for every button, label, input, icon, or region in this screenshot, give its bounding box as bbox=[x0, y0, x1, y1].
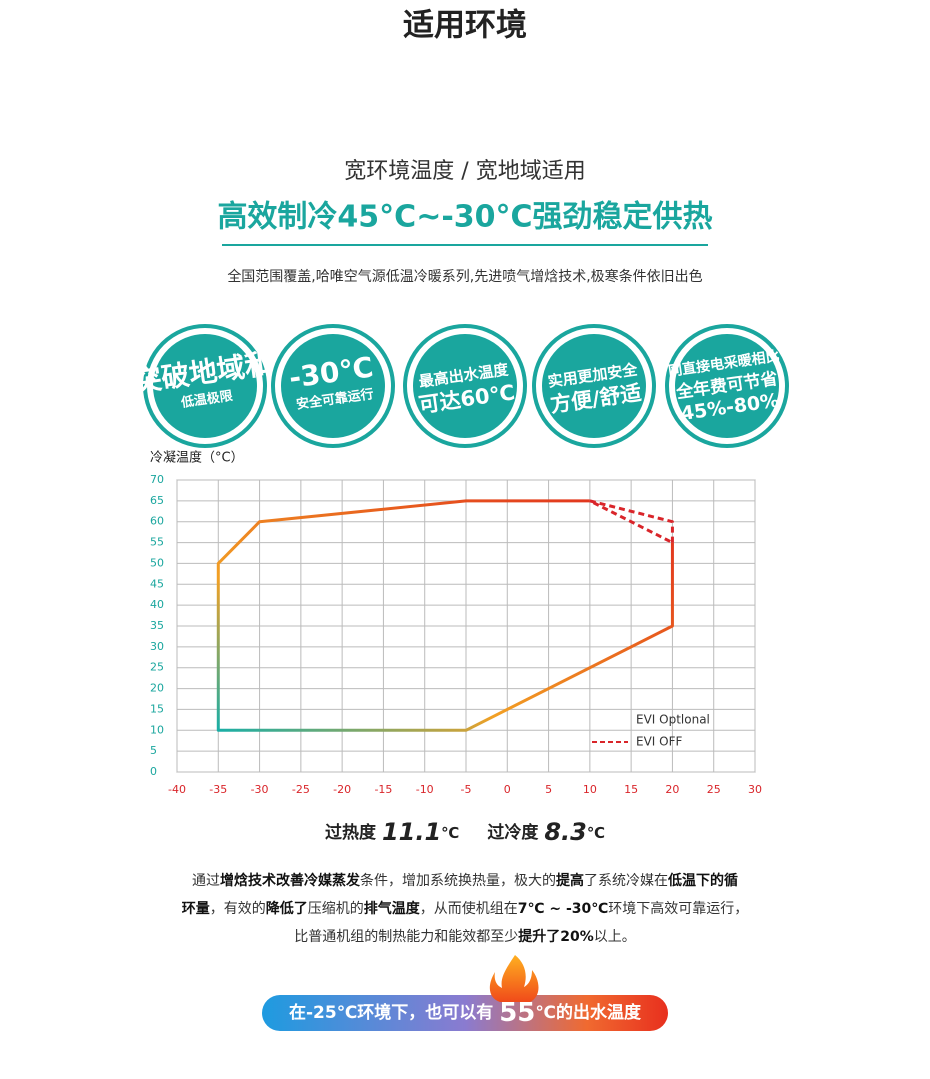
y-tick-label: 25 bbox=[150, 661, 164, 674]
description: 全国范围覆盖,哈唯空气源低温冷暖系列,先进喷气增焓技术,极寒条件依旧出色 bbox=[227, 268, 702, 285]
x-tick-label: -25 bbox=[292, 783, 310, 796]
y-tick-label: 5 bbox=[150, 744, 157, 757]
y-tick-label: 15 bbox=[150, 702, 164, 715]
x-tick-label: -35 bbox=[209, 783, 227, 796]
stats: 过热度 11.1℃ 过冷度 8.3℃ bbox=[325, 818, 605, 846]
y-tick-label: 30 bbox=[150, 640, 164, 653]
paragraph-line: 环量，有效的降低了压缩机的排气温度，从而使机组在7℃ ~ -30℃环境下高效可靠… bbox=[182, 900, 748, 917]
paragraph-segment: 提升了20% bbox=[518, 928, 594, 945]
legend-label: EVI OFF bbox=[636, 735, 682, 749]
x-tick-label: -40 bbox=[168, 783, 186, 796]
paragraph-segment: 提高 bbox=[556, 872, 584, 889]
legend-label: EVI Optlonal bbox=[636, 713, 710, 727]
paragraph-segment: 降低了 bbox=[266, 900, 308, 917]
x-tick-label: 30 bbox=[748, 783, 762, 796]
badge-ring bbox=[403, 324, 527, 448]
x-tick-label: -10 bbox=[416, 783, 434, 796]
x-tick-label: 15 bbox=[624, 783, 638, 796]
badge-circle bbox=[153, 334, 257, 438]
stat-unit: ℃ bbox=[587, 824, 605, 842]
headline: 高效制冷45°C~-30°C强劲稳定供热 bbox=[217, 200, 712, 235]
y-tick-label: 70 bbox=[150, 473, 164, 486]
y-axis-label: 冷凝温度（°C） bbox=[150, 450, 244, 466]
y-tick-label: 45 bbox=[150, 577, 164, 590]
paragraph-segment: 环量 bbox=[182, 901, 210, 917]
paragraph-segment: ，有效的 bbox=[210, 901, 266, 917]
subtitle: 宽环境温度 / 宽地域适用 bbox=[344, 159, 585, 184]
y-tick-label: 65 bbox=[150, 494, 164, 507]
x-tick-label: -20 bbox=[333, 783, 351, 796]
banner-segment: 在-25℃环境下，也可以有 bbox=[289, 1002, 499, 1023]
badge-ring bbox=[271, 324, 395, 448]
badge-circle bbox=[675, 334, 779, 438]
badge-circle bbox=[542, 334, 646, 438]
badge-ring bbox=[665, 324, 789, 448]
paragraph-segment: 通过 bbox=[192, 873, 220, 889]
banner-pill bbox=[262, 995, 668, 1031]
paragraph-line: 比普通机组的制热能力和能效都至少提升了20%以上。 bbox=[294, 928, 636, 945]
banner-text: 在-25℃环境下，也可以有 55℃的出水温度 bbox=[289, 998, 642, 1028]
paragraph-segment: 以上。 bbox=[594, 929, 636, 945]
y-tick-label: 10 bbox=[150, 723, 164, 736]
paragraph-segment: 环境下高效可靠运行， bbox=[608, 900, 748, 917]
page-title: 适用环境 bbox=[403, 8, 527, 44]
stat-label: 过冷度 bbox=[487, 822, 539, 843]
flame-icon bbox=[489, 955, 539, 1002]
stat-label: 过热度 bbox=[325, 822, 377, 843]
badge-text: 低温极限 bbox=[179, 388, 235, 411]
x-tick-label: -15 bbox=[374, 783, 392, 796]
paragraph-segment: 增焓技术改善冷媒蒸发 bbox=[220, 872, 361, 889]
stat-value: 11.1 bbox=[382, 818, 441, 846]
y-tick-label: 55 bbox=[150, 536, 164, 549]
paragraph-segment: 了系统冷媒在 bbox=[584, 873, 668, 889]
banner-segment: ℃的出水温度 bbox=[535, 1002, 642, 1023]
x-tick-label: 25 bbox=[707, 783, 721, 796]
x-tick-label: -30 bbox=[251, 783, 269, 796]
x-tick-label: 0 bbox=[504, 783, 511, 796]
paragraph-line: 通过增焓技术改善冷媒蒸发条件，增加系统换热量，极大的提高了系统冷媒在低温下的循 bbox=[192, 872, 738, 889]
stat-value: 8.3 bbox=[544, 818, 587, 846]
paragraph-segment: 比普通机组的制热能力和能效都至少 bbox=[294, 929, 518, 945]
y-tick-label: 35 bbox=[150, 619, 164, 632]
y-tick-label: 20 bbox=[150, 682, 164, 695]
badge-circle bbox=[413, 334, 517, 438]
x-tick-label: 20 bbox=[665, 783, 679, 796]
y-tick-label: 40 bbox=[150, 598, 164, 611]
badge-circle bbox=[281, 334, 385, 438]
paragraph-segment: ，从而使机组在 bbox=[420, 900, 518, 917]
x-tick-label: -5 bbox=[461, 783, 472, 796]
y-tick-label: 0 bbox=[150, 765, 157, 778]
stat-unit: ℃ bbox=[441, 824, 459, 842]
paragraph-segment: 排气温度 bbox=[364, 900, 421, 917]
y-tick-label: 50 bbox=[150, 556, 164, 569]
badge-ring bbox=[143, 324, 267, 448]
y-tick-label: 60 bbox=[150, 515, 164, 528]
badge-ring bbox=[532, 324, 656, 448]
series-line bbox=[216, 499, 674, 732]
paragraph-segment: 条件，增加系统换热量，极大的 bbox=[360, 872, 556, 889]
series-line bbox=[588, 499, 674, 544]
x-tick-label: 10 bbox=[583, 783, 597, 796]
paragraph-segment: 压缩机的 bbox=[308, 901, 364, 917]
banner-segment: 55 bbox=[499, 998, 535, 1028]
paragraph-segment: 低温下的循 bbox=[667, 872, 738, 889]
paragraph-segment: 7℃ ~ -30℃ bbox=[518, 901, 608, 917]
x-tick-label: 5 bbox=[545, 783, 552, 796]
